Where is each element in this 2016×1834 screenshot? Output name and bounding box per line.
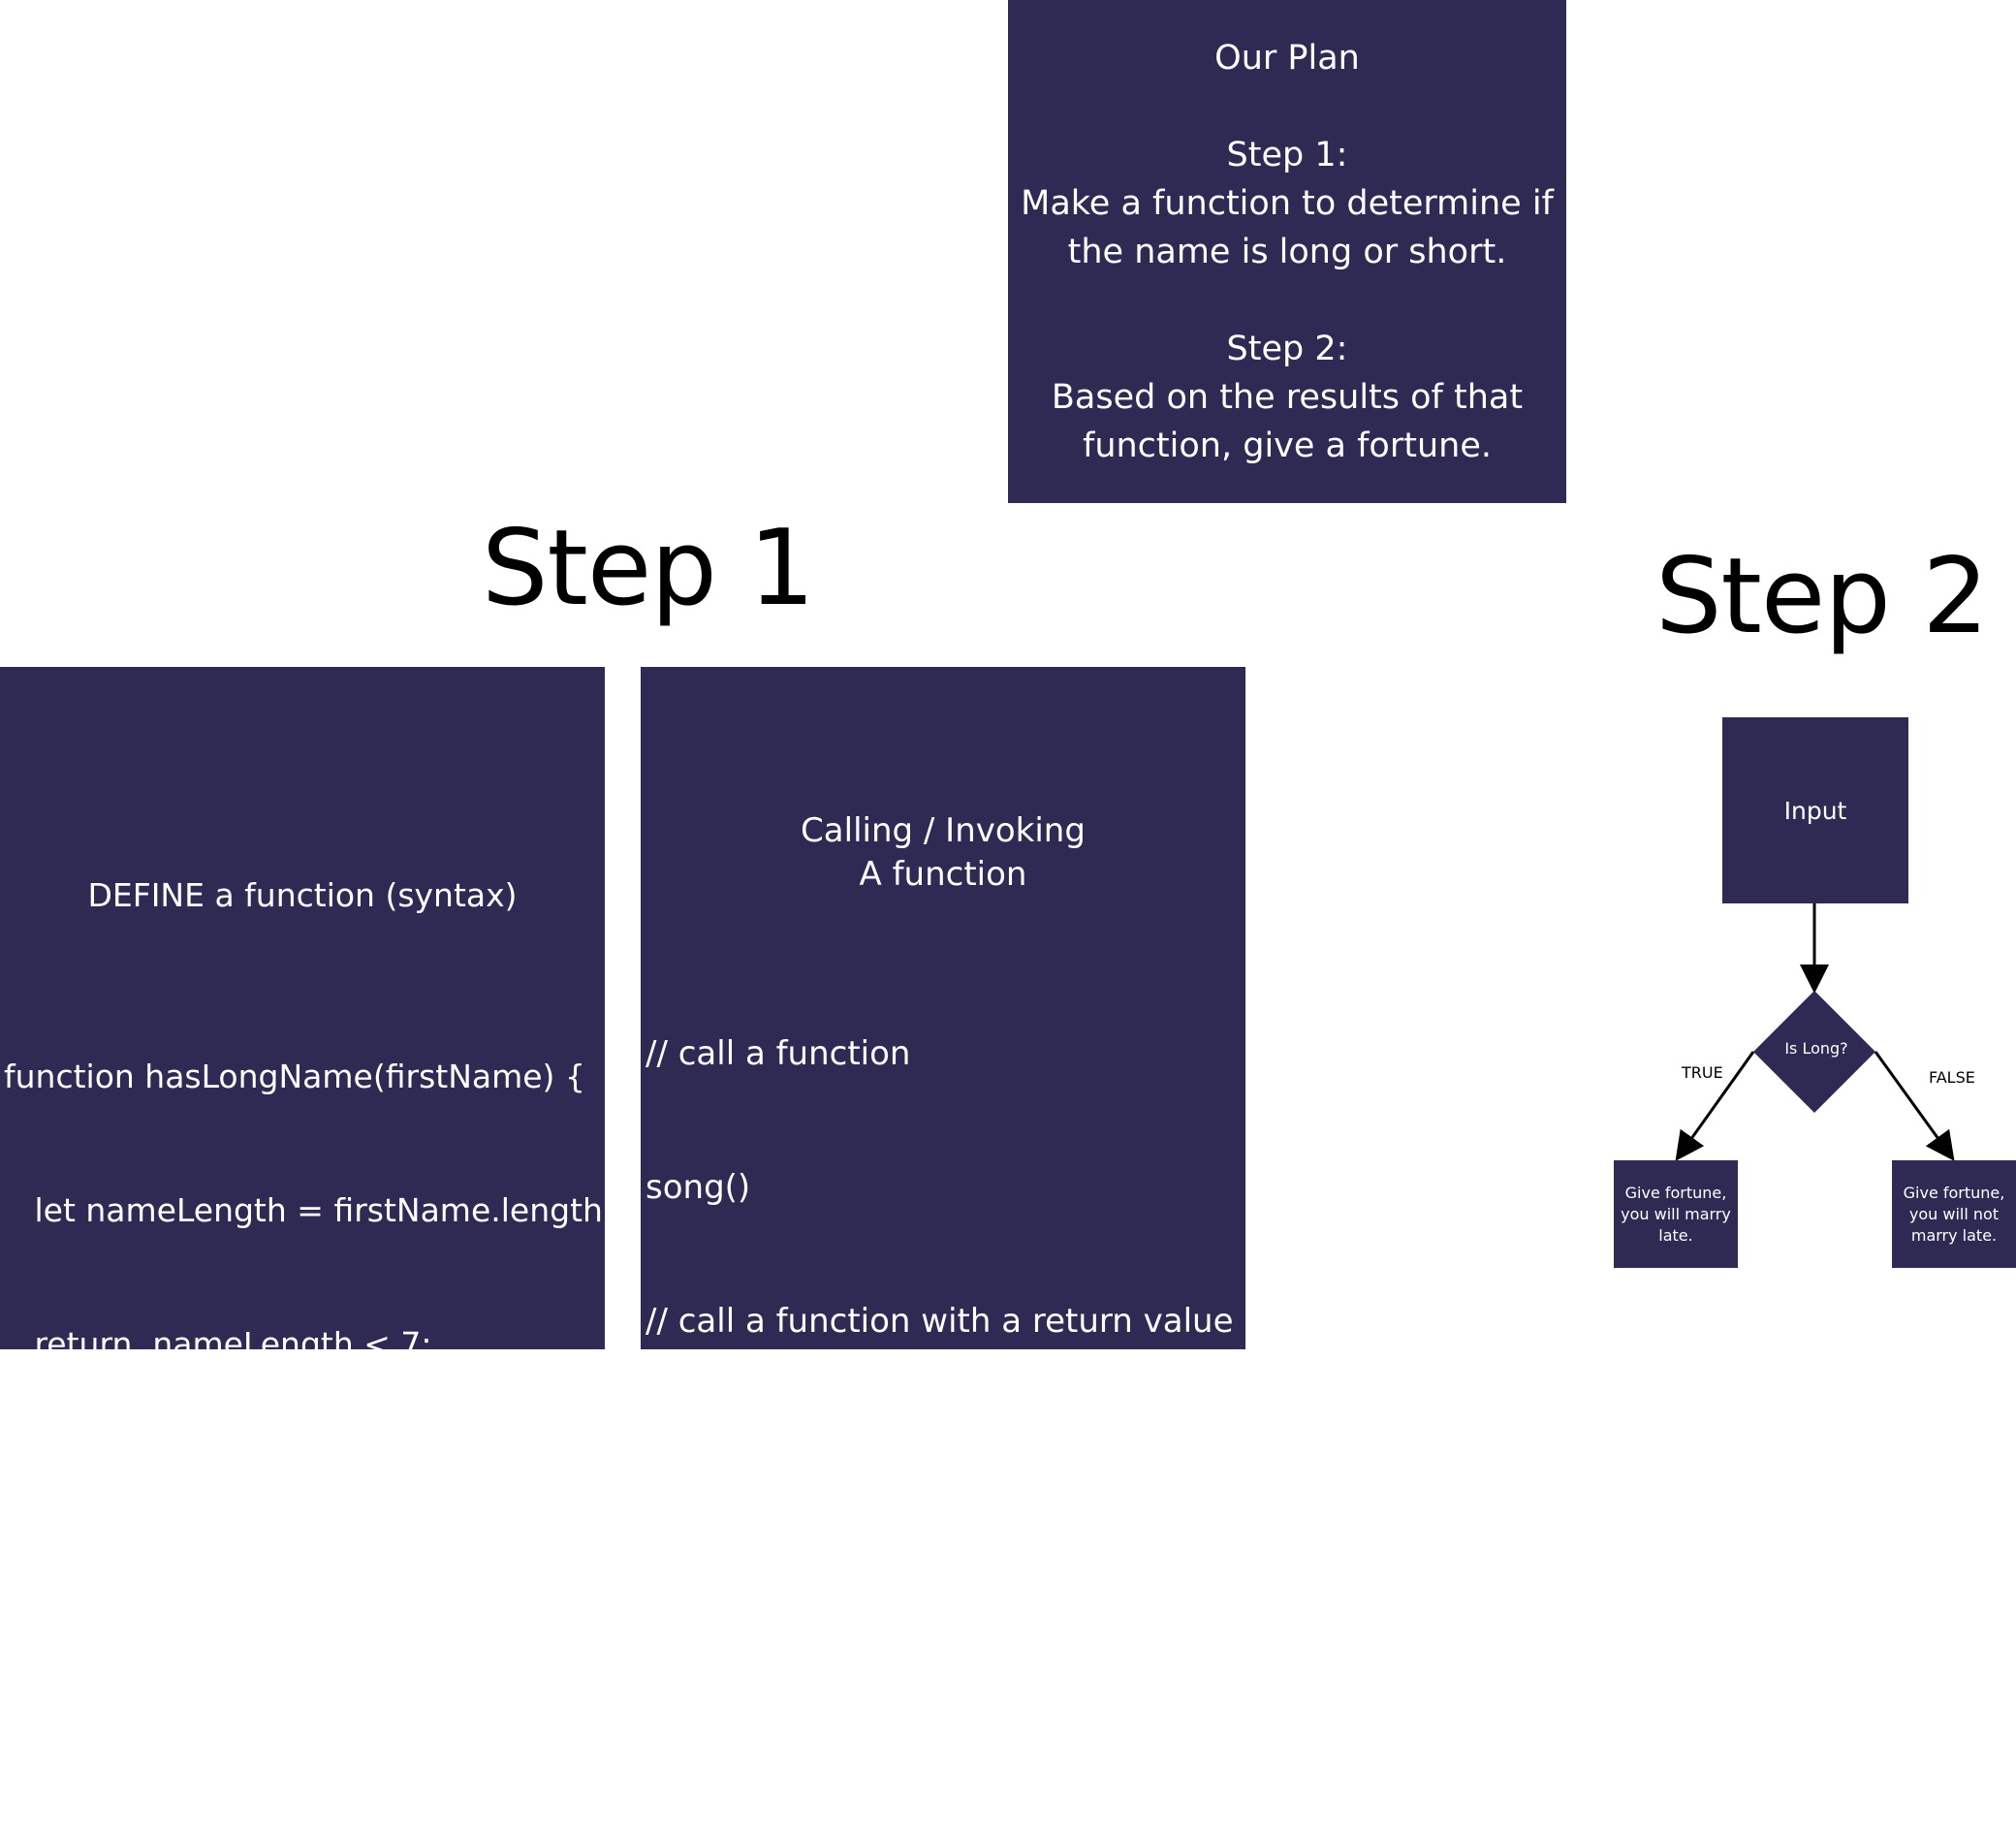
code-line: song() — [646, 1168, 751, 1207]
define-code-block: function hasLongName(firstName) { let na… — [4, 965, 614, 1590]
call-title-line1: Calling / Invoking — [801, 811, 1086, 850]
code-line: // call a function with an argument. — [646, 1569, 1225, 1608]
false-result-node: Give fortune, you will not marry late. — [1892, 1160, 2016, 1268]
call-function-panel: Calling / Invoking A function // call a … — [641, 667, 1245, 1742]
code-line: // call a function with a return value — [646, 1302, 1234, 1341]
true-branch-label: TRUE — [1682, 1063, 1723, 1082]
plan-step2-label: Step 2: — [1226, 330, 1348, 368]
plan-panel: Our Plan Step 1: Make a function to dete… — [1008, 0, 1566, 503]
code-line: return nameLength < 7; — [4, 1325, 432, 1363]
plan-step2-line1: Based on the results of that — [1051, 378, 1524, 417]
plan-step2-line2: function, give a fortune. — [1083, 427, 1492, 465]
plan-step1-line2: the name is long or short. — [1067, 233, 1507, 271]
code-line: // call a function — [646, 1034, 911, 1073]
code-line: let n = hasLongName(“Bob”); — [646, 1703, 1137, 1742]
call-title-line2: A function — [859, 855, 1027, 894]
decision-node-label: Is Long? — [1784, 1039, 1848, 1058]
define-panel-title: DEFINE a function (syntax) — [87, 876, 518, 914]
code-line: let r = refrain(); — [646, 1436, 906, 1474]
input-node: Input — [1722, 717, 1908, 903]
step2-heading: Step 2 — [1655, 536, 1989, 657]
code-line: let nameLength = firstName.length; — [4, 1191, 614, 1229]
step1-heading: Step 1 — [482, 508, 815, 629]
true-result-text: Give fortune, you will marry late. — [1621, 1183, 1731, 1245]
code-line: function hasLongName(firstName) { — [4, 1058, 585, 1095]
input-node-label: Input — [1783, 796, 1847, 825]
false-branch-label: FALSE — [1929, 1068, 1975, 1087]
plan-title: Our Plan — [1214, 39, 1360, 78]
true-result-node: Give fortune, you will marry late. — [1614, 1160, 1738, 1268]
call-panel-title: Calling / Invoking A function — [641, 809, 1245, 897]
define-function-panel: DEFINE a function (syntax) function hasL… — [0, 667, 614, 1497]
code-line: } — [4, 1459, 24, 1497]
plan-step1-line1: Make a function to determine if — [1021, 184, 1554, 223]
plan-step1-label: Step 1: — [1226, 136, 1348, 174]
false-result-text: Give fortune, you will not marry late. — [1903, 1183, 2005, 1245]
call-code-block: // call a function song() // call a func… — [646, 942, 1234, 1834]
